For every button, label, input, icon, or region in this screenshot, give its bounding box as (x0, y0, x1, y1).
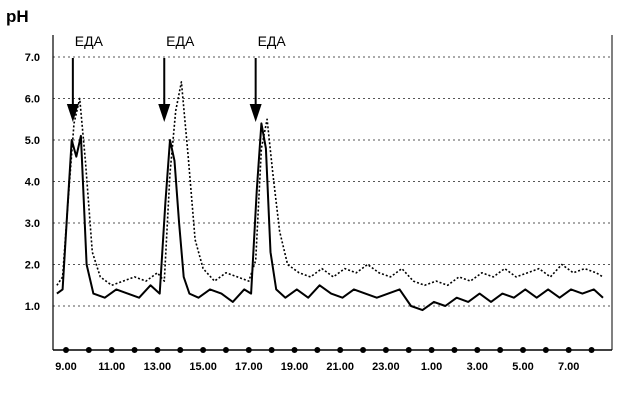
gridlines (53, 56, 612, 307)
y-tick-label: 3.0 (25, 218, 40, 230)
x-axis-dot (474, 347, 481, 353)
series-line-solid (56, 122, 604, 312)
meal-arrow-head (158, 104, 171, 122)
axes (52, 35, 613, 351)
x-tick-label: 9.00 (55, 361, 76, 373)
series-line-dotted (56, 81, 604, 287)
meal-label: ЕДА (75, 33, 104, 49)
x-axis-dot (154, 347, 161, 353)
y-tick-label: 7.0 (25, 52, 40, 64)
x-axis-dot (451, 347, 458, 353)
x-tick-label: 17.00 (235, 361, 263, 373)
x-tick-label: 21.00 (326, 361, 354, 373)
x-axis-dot (291, 347, 298, 353)
x-axis-dot (268, 347, 275, 353)
x-axis-dot (382, 347, 389, 353)
y-tick-label: 2.0 (25, 260, 40, 272)
x-axis-dot (497, 347, 504, 353)
x-axis-dot (542, 347, 549, 353)
y-tick-label: 6.0 (25, 94, 40, 106)
x-axis-dot (200, 347, 207, 353)
y-tick-label: 5.0 (25, 135, 40, 147)
x-tick-label: 7.00 (558, 361, 579, 373)
x-tick-label: 11.00 (98, 361, 125, 373)
x-axis-dot (565, 347, 572, 353)
x-axis-dot (588, 347, 595, 353)
meal-arrow-head (66, 104, 79, 122)
x-axis-dots (63, 347, 595, 353)
y-tick-labels: 1.0 2.0 3.0 4.0 5.0 6.0 7.0 (25, 52, 40, 313)
x-tick-label: 13.00 (144, 361, 172, 373)
x-tick-label: 15.00 (189, 361, 217, 373)
meal-annotations: ЕДА ЕДА ЕДА (66, 33, 287, 122)
x-tick-label: 1.00 (421, 361, 442, 373)
x-axis-dot (520, 347, 526, 353)
x-axis-dot (222, 347, 229, 353)
x-axis-dot (314, 347, 321, 353)
meal-label: ЕДА (258, 33, 287, 49)
meal-arrow-head (249, 104, 262, 122)
x-tick-label: 23.00 (372, 361, 400, 373)
x-axis-dot (428, 347, 435, 353)
x-tick-labels: 9.00 11.00 13.00 15.00 17.00 19.00 21.00 23.00 1… (55, 361, 579, 373)
x-axis-dot (108, 347, 115, 353)
y-axis-label: pH (6, 7, 29, 26)
x-axis-dot (337, 347, 344, 353)
x-axis-dot (177, 347, 184, 353)
x-axis-dot (63, 347, 69, 353)
y-tick-label: 4.0 (25, 177, 40, 189)
x-axis-dot (245, 347, 252, 353)
x-tick-label: 5.00 (512, 361, 533, 373)
x-axis-dot (85, 347, 92, 353)
x-axis-dot (360, 347, 367, 353)
x-tick-label: 3.00 (467, 361, 488, 373)
y-tick-label: 1.0 (25, 301, 40, 313)
meal-label: ЕДА (166, 33, 195, 49)
x-axis-dot (131, 347, 138, 353)
series-lines (56, 81, 604, 312)
x-tick-label: 19.00 (281, 361, 309, 373)
x-axis-dot (405, 347, 412, 353)
